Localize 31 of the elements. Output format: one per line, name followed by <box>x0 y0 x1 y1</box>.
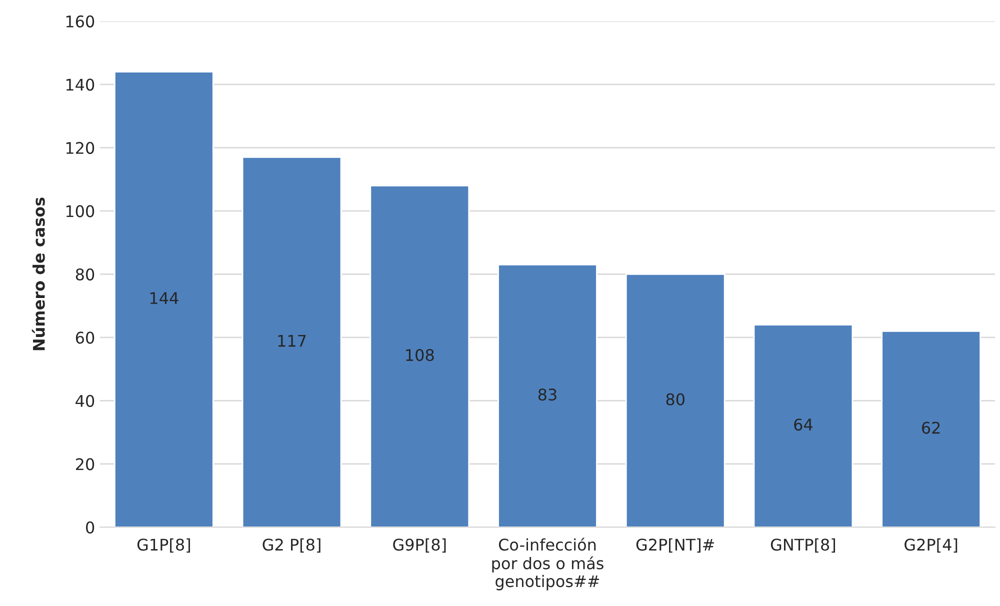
bar <box>242 156 342 528</box>
y-tick-label: 60 <box>76 332 94 344</box>
data-label: 108 <box>406 348 434 362</box>
bar <box>881 330 981 528</box>
y-axis-title: Número de casos <box>32 198 45 350</box>
bar <box>498 264 598 528</box>
y-tick-label: 160 <box>66 15 94 28</box>
bar <box>114 71 214 528</box>
y-tick-label: 100 <box>66 205 94 218</box>
x-tick-label: GNTP[8] <box>770 538 836 553</box>
x-tick-label: Co-infección por dos o más genotipos## <box>492 538 604 590</box>
x-tick-label: G9P[8] <box>393 538 446 553</box>
data-label: 62 <box>922 422 940 434</box>
data-label: 144 <box>150 292 178 304</box>
data-label: 83 <box>538 388 556 401</box>
x-tick-label: G1P[8] <box>137 538 190 553</box>
bar <box>753 324 854 528</box>
x-tick-label: G2P[4] <box>904 538 958 553</box>
y-tick-label: 40 <box>76 394 94 408</box>
x-tick-label: G2 P[8] <box>262 538 320 553</box>
y-tick-label: 140 <box>66 78 94 91</box>
y-tick-label: 20 <box>76 458 94 470</box>
bar <box>370 184 470 528</box>
x-tick-label: G2P[NT]# <box>636 538 714 553</box>
data-label: 80 <box>666 393 684 406</box>
bar <box>625 274 726 528</box>
y-tick-label: 0 <box>86 521 94 534</box>
y-tick-label: 120 <box>66 142 94 154</box>
data-label: 117 <box>278 334 306 347</box>
data-label: 64 <box>794 418 812 431</box>
y-tick-label: 80 <box>76 268 94 281</box>
